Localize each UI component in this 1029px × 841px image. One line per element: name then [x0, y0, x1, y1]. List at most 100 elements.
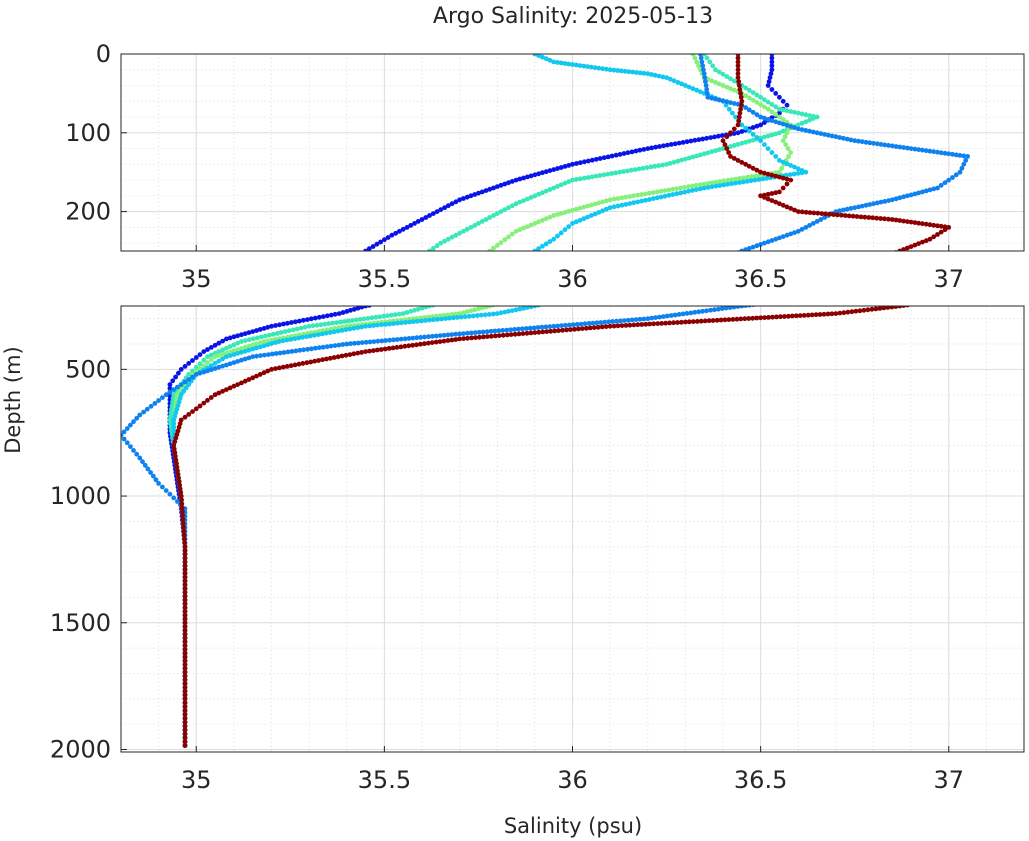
- data-point: [513, 177, 519, 183]
- data-point: [627, 201, 633, 207]
- data-point: [258, 334, 264, 340]
- data-point: [183, 385, 189, 391]
- data-point: [844, 206, 850, 212]
- data-point: [235, 333, 241, 339]
- data-point: [754, 135, 760, 140]
- data-point: [774, 314, 779, 320]
- data-point: [427, 213, 432, 218]
- data-point: [182, 570, 188, 576]
- data-point: [683, 319, 688, 325]
- data-point: [454, 315, 460, 320]
- data-point: [692, 309, 698, 315]
- data-point: [662, 188, 668, 194]
- data-point: [182, 677, 188, 683]
- data-point: [718, 317, 724, 323]
- data-point: [179, 505, 185, 511]
- data-point: [494, 211, 500, 217]
- data-point: [231, 334, 237, 340]
- data-point: [246, 343, 252, 349]
- data-point: [878, 199, 884, 205]
- data-point: [692, 137, 698, 143]
- data-point: [580, 326, 585, 331]
- data-point: [621, 169, 626, 174]
- data-point: [746, 163, 752, 169]
- data-point: [848, 206, 854, 211]
- data-point: [784, 232, 790, 238]
- data-point: [730, 110, 735, 116]
- data-point: [750, 97, 756, 103]
- data-point: [175, 471, 181, 477]
- data-point: [659, 321, 664, 326]
- data-point: [596, 200, 602, 206]
- data-point: [786, 154, 791, 159]
- data-point: [370, 244, 376, 249]
- x-tick-label: 35: [181, 766, 212, 794]
- data-point: [502, 181, 508, 187]
- data-point: [746, 138, 752, 144]
- data-point: [726, 150, 731, 155]
- data-point: [269, 337, 275, 343]
- data-point: [294, 326, 300, 332]
- data-point: [846, 213, 852, 219]
- data-point: [749, 174, 755, 180]
- data-point: [912, 220, 918, 226]
- data-point: [175, 392, 180, 398]
- data-point: [400, 226, 406, 232]
- data-point: [592, 211, 598, 217]
- data-point: [901, 218, 906, 224]
- data-point: [795, 166, 801, 172]
- data-point: [777, 110, 782, 116]
- data-point: [182, 620, 188, 626]
- data-point: [498, 209, 504, 215]
- data-point: [172, 450, 178, 455]
- y-tick-label: 500: [65, 355, 111, 383]
- data-point: [649, 145, 655, 151]
- data-point: [385, 313, 390, 319]
- data-point: [623, 202, 629, 207]
- data-point: [679, 319, 684, 325]
- data-point: [595, 324, 601, 330]
- data-point: [704, 87, 710, 92]
- data-point: [389, 232, 395, 238]
- data-point: [848, 137, 854, 143]
- data-point: [619, 202, 625, 208]
- data-point: [220, 388, 226, 394]
- data-point: [208, 363, 214, 368]
- data-point: [262, 352, 267, 358]
- data-point: [762, 120, 767, 125]
- data-point: [566, 163, 572, 168]
- data-point: [769, 54, 775, 57]
- data-point: [777, 114, 782, 120]
- data-point: [780, 107, 786, 113]
- data-point: [576, 326, 581, 332]
- data-point: [224, 362, 229, 368]
- data-point: [803, 169, 809, 175]
- data-point: [588, 202, 594, 208]
- data-point: [686, 84, 692, 90]
- data-point: [182, 700, 188, 706]
- data-point: [472, 223, 478, 228]
- data-point: [306, 323, 312, 329]
- data-point: [121, 432, 124, 438]
- data-point: [577, 217, 583, 223]
- data-point: [946, 225, 952, 230]
- data-point: [605, 154, 611, 160]
- data-point: [593, 156, 599, 162]
- data-point: [769, 150, 775, 155]
- data-point: [547, 324, 553, 329]
- data-point: [445, 203, 451, 209]
- data-point: [517, 306, 523, 312]
- data-point: [170, 395, 176, 401]
- y-tick-label: 200: [65, 198, 111, 226]
- data-point: [344, 341, 350, 347]
- data-point: [216, 364, 222, 370]
- data-point: [265, 342, 271, 348]
- data-point: [641, 147, 647, 152]
- data-point: [905, 193, 910, 199]
- data-point: [281, 350, 287, 355]
- data-point: [182, 544, 188, 550]
- data-point: [516, 326, 521, 332]
- data-point: [589, 157, 595, 163]
- data-point: [882, 199, 888, 204]
